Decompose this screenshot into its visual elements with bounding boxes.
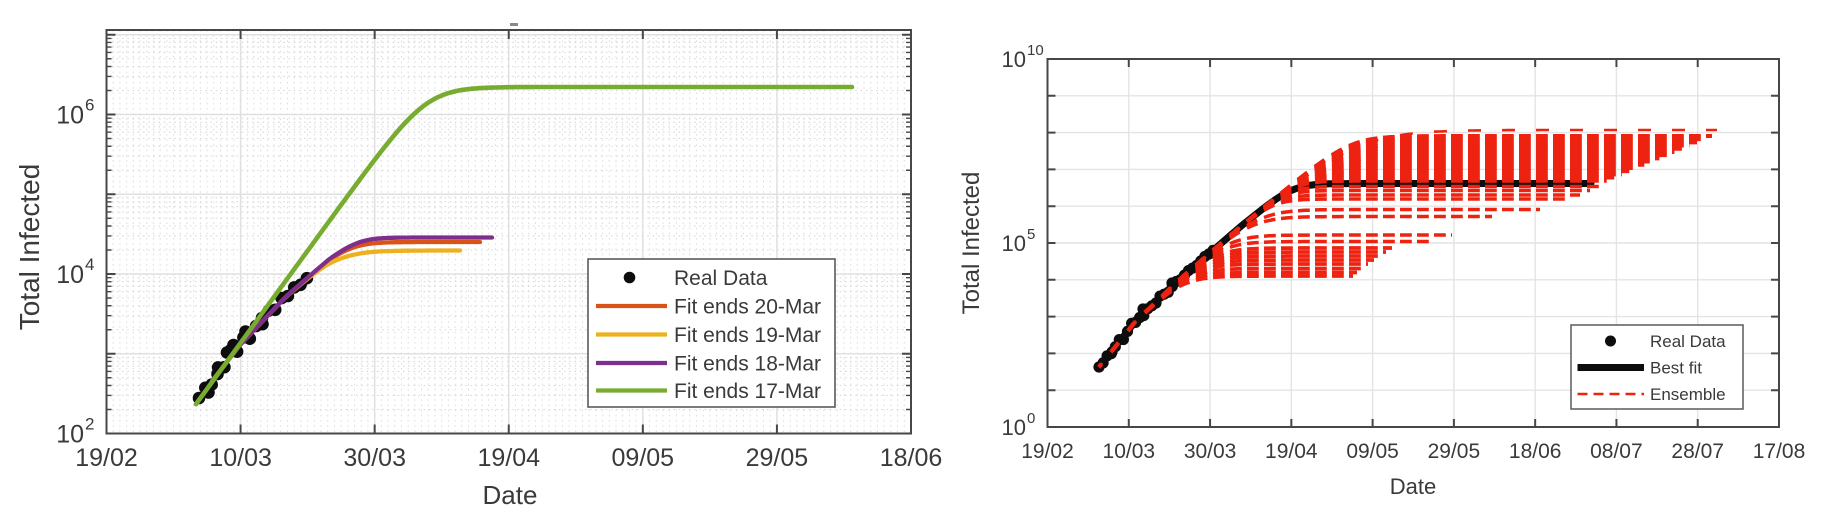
- svg-text:10: 10: [56, 261, 84, 289]
- svg-text:10: 10: [1002, 415, 1026, 440]
- svg-text:10: 10: [56, 421, 84, 449]
- svg-text:19/02: 19/02: [75, 444, 138, 472]
- svg-text:Real Data: Real Data: [1650, 332, 1726, 351]
- svg-text:Date: Date: [1390, 474, 1436, 499]
- svg-text:Date: Date: [483, 480, 538, 510]
- svg-text:Fit ends 18-Mar: Fit ends 18-Mar: [674, 353, 821, 376]
- svg-text:09/05: 09/05: [612, 444, 675, 472]
- svg-text:08/07: 08/07: [1590, 440, 1643, 463]
- svg-text:10: 10: [1002, 47, 1026, 72]
- svg-text:6: 6: [85, 96, 94, 115]
- svg-text:10: 10: [1027, 42, 1044, 59]
- svg-text:18/06: 18/06: [880, 444, 943, 472]
- svg-text:19/04: 19/04: [478, 444, 541, 472]
- svg-text:Ensemble: Ensemble: [1650, 385, 1726, 404]
- svg-text:19/02: 19/02: [1021, 440, 1074, 463]
- svg-text:18/06: 18/06: [1509, 440, 1562, 463]
- svg-text:5: 5: [1027, 226, 1035, 243]
- svg-text:19/04: 19/04: [1265, 440, 1318, 463]
- svg-text:Fit ends 17-Mar: Fit ends 17-Mar: [674, 380, 821, 403]
- svg-text:30/03: 30/03: [1184, 440, 1237, 463]
- svg-text:17/08: 17/08: [1753, 440, 1806, 463]
- svg-text:29/05: 29/05: [1428, 440, 1481, 463]
- svg-text:09/05: 09/05: [1346, 440, 1399, 463]
- svg-text:10/03: 10/03: [1103, 440, 1156, 463]
- svg-text:Real Data: Real Data: [674, 267, 768, 290]
- svg-text:Total Infected: Total Infected: [14, 164, 45, 331]
- svg-text:29/05: 29/05: [746, 444, 809, 472]
- svg-text:Fit ends 20-Mar: Fit ends 20-Mar: [674, 296, 821, 319]
- svg-text:Total Infected: Total Infected: [958, 172, 985, 315]
- svg-text:10/03: 10/03: [209, 444, 272, 472]
- svg-text:2: 2: [85, 415, 94, 434]
- svg-text:4: 4: [85, 255, 94, 274]
- svg-text:28/07: 28/07: [1671, 440, 1724, 463]
- svg-text:10: 10: [1002, 231, 1026, 256]
- svg-text:Fit ends 19-Mar: Fit ends 19-Mar: [674, 324, 821, 347]
- svg-text:Best fit: Best fit: [1650, 359, 1702, 378]
- svg-text:0: 0: [1027, 410, 1035, 427]
- svg-text:30/03: 30/03: [343, 444, 406, 472]
- svg-text:10: 10: [56, 102, 84, 130]
